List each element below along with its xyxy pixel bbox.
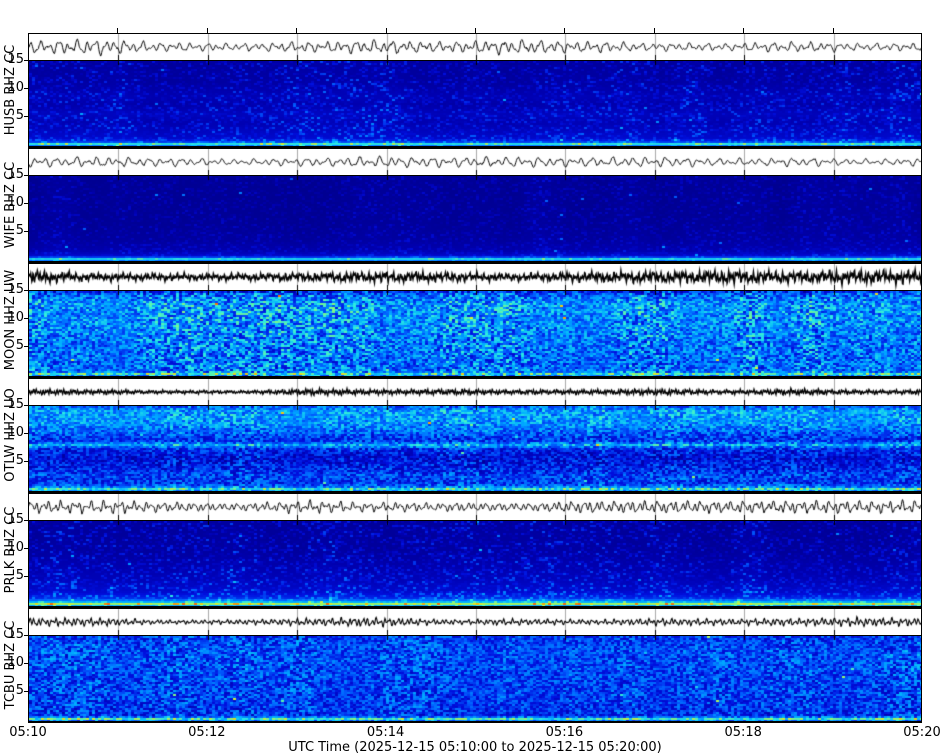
freq-tick-label: 10 [7,655,24,670]
freq-tick-label: 10 [7,540,24,555]
spectrogram-canvas-HUSB [29,61,921,146]
spectrogram-panel-TCBU [28,636,922,723]
freq-tick-label: 5 [15,453,24,468]
x-tick-label: 05:16 [545,725,584,740]
spectrogram-panel-WIFE [28,176,922,263]
waveform-panel-OTLW [28,378,922,406]
waveform-panel-TCBU [28,608,922,636]
freq-tick-label: 15 [7,282,24,297]
x-axis-title: UTC Time (2025-12-15 05:10:00 to 2025-12… [288,740,662,755]
waveform-canvas-HUSB [29,34,921,60]
waveform-panel-PRLK [28,493,922,521]
freq-tick-label: 5 [15,568,24,583]
freq-tick-label: 10 [7,195,24,210]
x-tick-label: 05:18 [724,725,762,740]
freq-tick-label: 15 [7,52,24,67]
top-axis-minor-tick [743,28,744,33]
freq-tick-mark [24,290,28,291]
x-tick-label: 05:12 [188,725,226,740]
waveform-panel-HUSB [28,33,922,61]
freq-tick-mark [24,461,28,462]
freq-tick-label: 5 [15,338,24,353]
freq-tick-mark [24,203,28,204]
spectrogram-panel-PRLK [28,521,922,608]
top-axis-minor-tick [207,28,208,33]
freq-tick-mark [24,520,28,521]
freq-tick-label: 15 [7,512,24,527]
freq-tick-mark [24,116,28,117]
spectrogram-panel-HUSB [28,61,922,148]
x-tick-label: 05:20 [903,725,941,740]
freq-tick-mark [24,635,28,636]
freq-tick-mark [24,548,28,549]
spectrogram-canvas-OTLW [29,406,921,491]
freq-tick-mark [24,576,28,577]
freq-tick-label: 5 [15,683,24,698]
freq-tick-label: 15 [7,167,24,182]
freq-tick-mark [24,433,28,434]
freq-tick-mark [24,231,28,232]
top-axis-minor-tick [833,28,834,33]
freq-tick-label: 15 [7,627,24,642]
freq-tick-label: 5 [15,223,24,238]
freq-tick-label: 10 [7,80,24,95]
waveform-canvas-WIFE [29,149,921,175]
x-tick-label: 05:14 [366,725,405,740]
freq-tick-mark [24,88,28,89]
freq-tick-mark [24,60,28,61]
top-axis-minor-tick [475,28,476,33]
freq-tick-label: 10 [7,310,24,325]
freq-tick-mark [24,405,28,406]
top-axis-minor-tick [117,28,118,33]
top-axis-minor-tick [654,28,655,33]
spectrogram-canvas-TCBU [29,636,921,721]
spectrogram-panel-OTLW [28,406,922,493]
top-axis-minor-tick [296,28,297,33]
waveform-canvas-PRLK [29,494,921,520]
top-axis-minor-tick [386,28,387,33]
spectrogram-canvas-PRLK [29,521,921,606]
freq-tick-mark [24,663,28,664]
freq-tick-label: 5 [15,108,24,123]
freq-tick-label: 10 [7,425,24,440]
top-axis-minor-tick [564,28,565,33]
freq-tick-mark [24,175,28,176]
waveform-panel-MOON [28,263,922,291]
freq-tick-mark [24,691,28,692]
waveform-canvas-TCBU [29,609,921,635]
waveform-canvas-MOON [29,264,921,290]
freq-tick-label: 15 [7,397,24,412]
spectrogram-panel-MOON [28,291,922,378]
waveform-panel-WIFE [28,148,922,176]
x-tick-label: 05:10 [9,725,47,740]
freq-tick-mark [24,346,28,347]
spectrogram-canvas-MOON [29,291,921,376]
waveform-canvas-OTLW [29,379,921,405]
freq-tick-mark [24,318,28,319]
spectrogram-canvas-WIFE [29,176,921,261]
